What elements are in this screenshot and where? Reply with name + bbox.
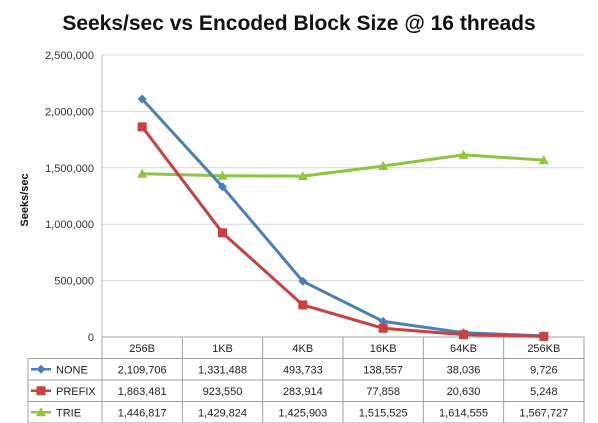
data-point-prefix [539,331,549,341]
data-cell-trie: 1,567,727 [519,407,568,419]
x-tick-label: 4KB [292,343,313,355]
y-tick-label: 0 [88,332,94,344]
data-point-none [378,316,388,326]
y-tick-label: 2,000,000 [45,106,94,118]
data-cell-trie: 1,429,824 [198,407,247,419]
legend-marker-prefix [36,386,46,396]
y-tick-labels: 0 500,000 1,000,000 1,500,000 2,000,000 2,500… [45,50,94,344]
legend-marker-none [36,364,46,374]
chart-title: Seeks/sec vs Encoded Block Size @ 16 thr… [62,12,535,35]
data-cell-trie: 1,614,555 [439,407,488,419]
series-line-trie [142,153,544,178]
data-point-trie [458,149,469,159]
x-tick-label: 16KB [370,343,397,355]
data-cell-none: 493,733 [283,364,323,376]
data-point-none [298,276,308,286]
y-tick-label: 2,500,000 [45,50,94,62]
data-cell-prefix: 5,248 [530,386,558,398]
data-point-prefix [459,330,468,340]
data-point-trie [297,171,308,181]
y-tick-label: 500,000 [54,276,94,288]
grid-layer [101,54,584,337]
x-tick-label: 256B [129,343,155,355]
data-cell-trie: 1,515,525 [359,407,408,419]
data-table: 256B 1KB 4KB 16KB 64KB 256KB NONE 2,109,706 1,33… [27,336,585,423]
data-cell-none: 38,036 [447,364,481,376]
data-point-prefix [218,228,227,238]
legend-label-prefix: PREFIX [56,386,96,398]
series-layer [137,94,549,341]
data-point-trie [137,168,148,178]
y-tick-label: 1,000,000 [45,219,94,231]
y-axis-label: Seeks/sec [19,173,31,226]
data-cell-prefix: 923,550 [203,386,243,398]
legend-marker-trie [36,407,46,417]
series-line-none [141,98,544,338]
x-tick-label: 1KB [212,343,233,355]
data-point-prefix [137,122,147,132]
data-cell-prefix: 1,863,481 [118,386,167,398]
data-cell-none: 1,331,488 [198,364,247,376]
data-cell-prefix: 77,858 [366,386,400,398]
data-point-none [137,94,147,104]
data-point-none [218,182,227,192]
data-cell-none: 138,557 [363,364,403,376]
data-point-trie [378,161,389,171]
data-cell-prefix: 20,630 [447,386,481,398]
data-cell-prefix: 283,914 [283,386,323,398]
legend-label-none: NONE [56,364,88,376]
x-tick-label: 256KB [527,343,560,355]
legend-label-trie: TRIE [56,407,81,419]
data-point-trie [217,170,228,180]
data-cell-trie: 1,425,903 [278,407,327,419]
data-cell-none: 9,726 [530,364,558,376]
data-point-trie [538,155,549,165]
data-point-prefix [298,300,308,310]
series-line-prefix [140,125,544,338]
data-point-prefix [378,323,388,333]
data-cell-none: 2,109,706 [118,364,167,376]
x-tick-label: 64KB [450,343,477,355]
data-cell-trie: 1,446,817 [118,407,167,419]
y-tick-label: 1,500,000 [45,163,94,175]
